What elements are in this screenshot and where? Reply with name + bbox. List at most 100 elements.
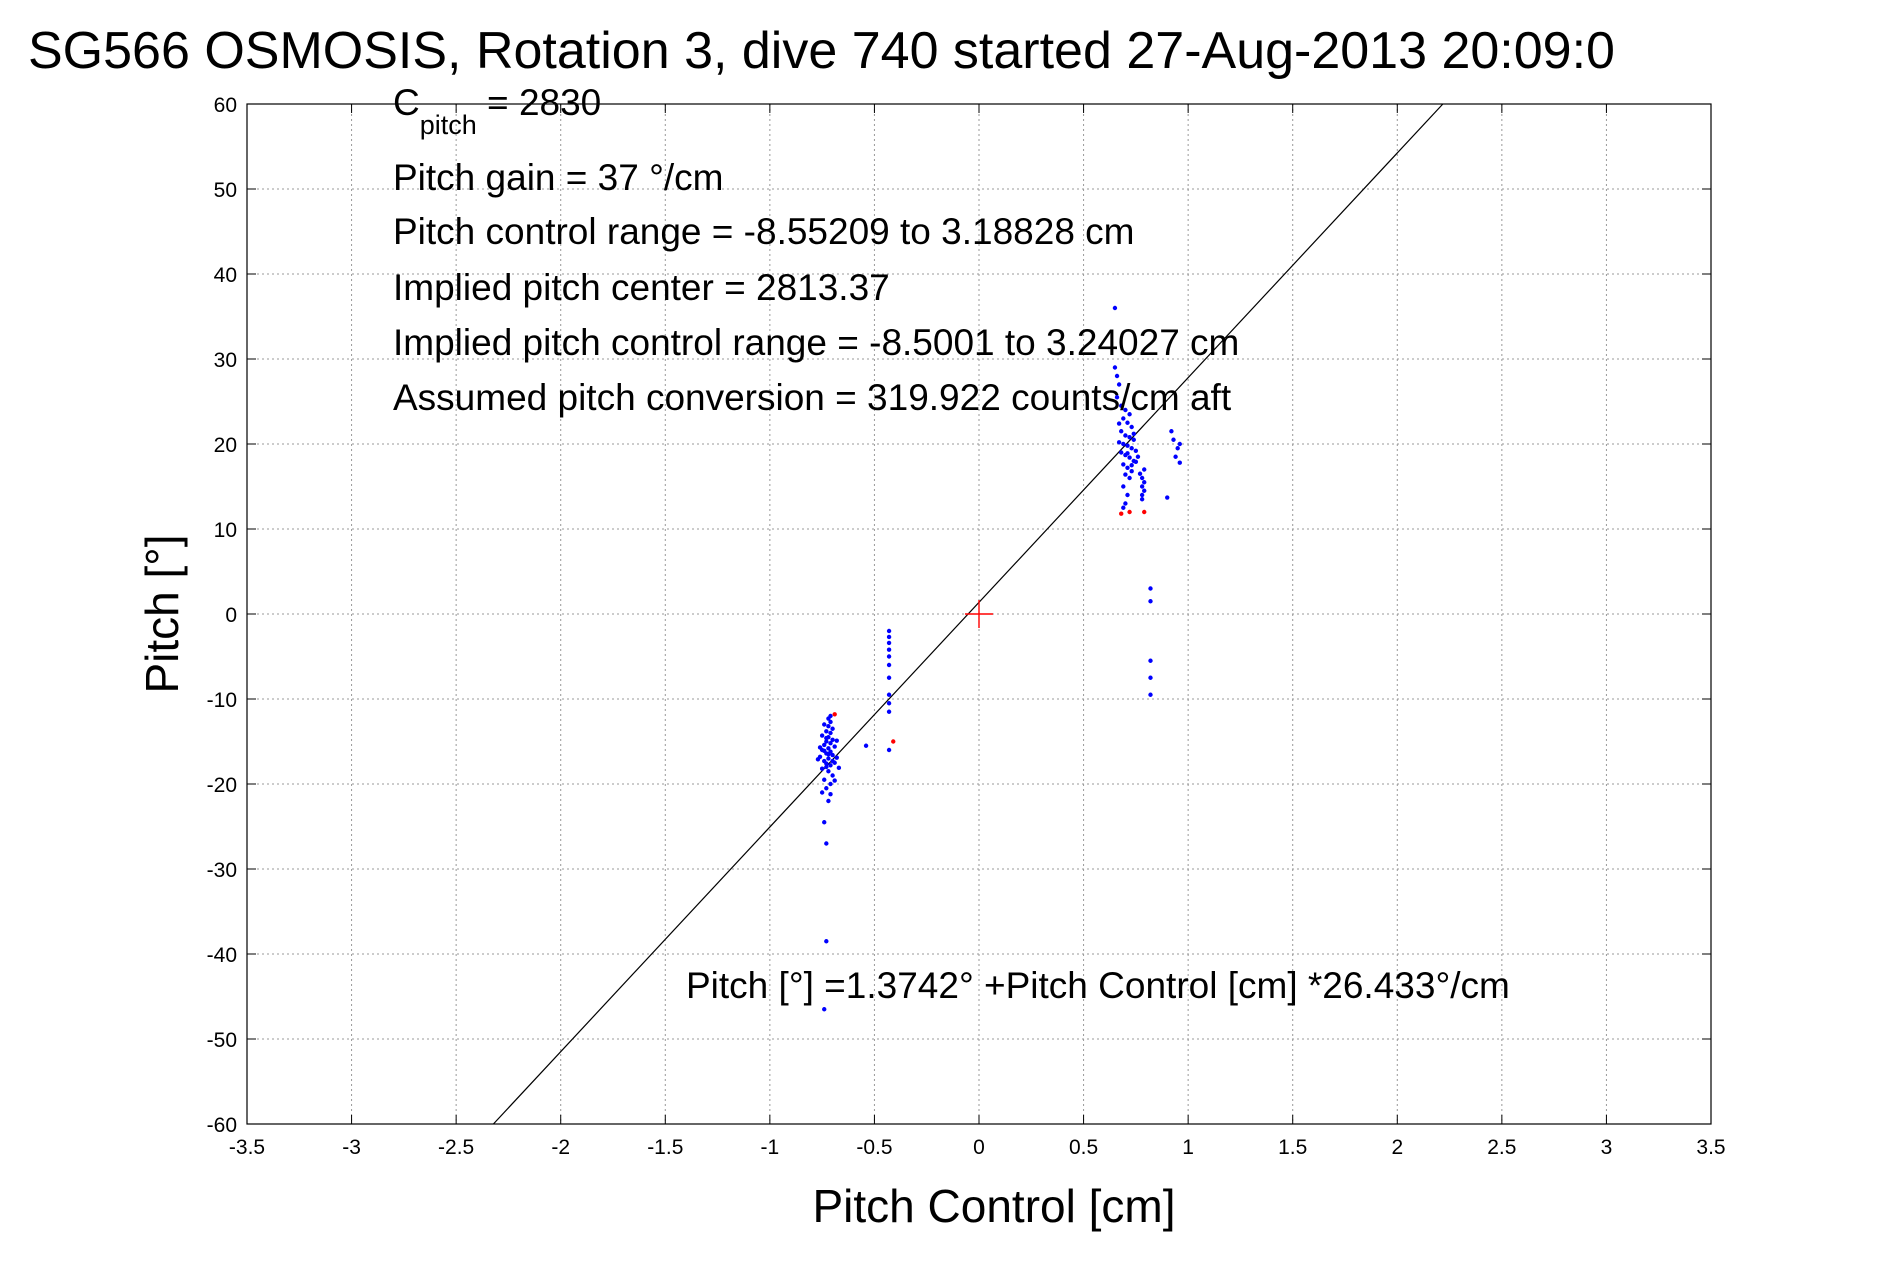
data-point — [1131, 437, 1136, 442]
data-point — [826, 769, 831, 774]
data-point — [828, 781, 833, 787]
data-point — [822, 777, 827, 782]
data-point — [1125, 465, 1130, 470]
data-point — [1123, 472, 1128, 477]
data-point — [830, 726, 835, 731]
data-point — [886, 692, 892, 697]
data-point — [817, 745, 823, 750]
y-tick-label: 10 — [214, 519, 237, 542]
data-point — [828, 719, 833, 725]
data-point — [1129, 463, 1134, 468]
data-point — [1125, 443, 1130, 448]
data-point — [1139, 492, 1145, 498]
x-tick-label: -1.5 — [647, 1136, 683, 1159]
data-point — [1116, 440, 1122, 445]
y-tick-label: -40 — [207, 944, 237, 967]
annotation-fit-equation: Pitch [°] =1.3742° +Pitch Control [cm] *… — [686, 965, 1510, 1006]
data-point — [1112, 305, 1118, 311]
x-tick-label: -0.5 — [856, 1136, 892, 1159]
data-point — [819, 790, 825, 795]
annotation-c-pitch: Cpitch = 2830 — [393, 82, 601, 140]
y-tick-label: 20 — [214, 434, 237, 457]
data-point — [1148, 599, 1153, 604]
data-point — [1148, 675, 1153, 680]
data-point — [1139, 484, 1145, 489]
data-point — [826, 746, 831, 751]
data-point — [832, 712, 837, 717]
data-point — [828, 730, 833, 736]
c-pitch-subscript: pitch — [420, 110, 477, 140]
data-point — [1175, 446, 1180, 451]
data-point — [1121, 484, 1126, 489]
y-axis-label: Pitch [°] — [136, 534, 188, 693]
data-point — [891, 739, 896, 744]
data-point — [834, 755, 839, 760]
data-point — [886, 647, 892, 652]
c-pitch-value: = 2830 — [477, 82, 601, 123]
data-point — [1121, 441, 1126, 447]
data-point — [822, 820, 827, 825]
data-point — [1171, 437, 1176, 442]
data-point — [832, 744, 837, 749]
x-tick-label: -2 — [551, 1136, 570, 1159]
data-point — [824, 739, 829, 744]
data-point — [819, 733, 825, 738]
data-point — [1119, 450, 1124, 455]
data-point — [828, 713, 833, 719]
data-point — [824, 786, 829, 791]
data-point — [1169, 429, 1174, 434]
data-point — [1125, 492, 1130, 498]
x-tick-label: 0.5 — [1069, 1136, 1098, 1159]
data-point — [824, 761, 829, 766]
data-point — [1148, 586, 1153, 591]
data-point — [830, 758, 835, 764]
data-point — [1116, 421, 1122, 426]
data-point — [824, 729, 829, 734]
data-point — [1129, 424, 1134, 430]
data-point — [822, 722, 827, 727]
data-point — [886, 675, 892, 680]
y-tick-label: -10 — [207, 689, 237, 712]
x-axis-ticks: -3.5 -3 -2.5 -2 -1.5 -1 -0.5 0 0.5 1 1.5 2 2.5 3 3.5 — [229, 104, 1726, 1159]
data-point — [826, 798, 831, 804]
data-point — [824, 735, 829, 741]
data-point — [1121, 416, 1126, 421]
data-point — [1114, 395, 1120, 400]
data-point — [1129, 446, 1134, 451]
x-tick-label: 3 — [1601, 1136, 1613, 1159]
data-point — [886, 662, 892, 668]
data-point — [1177, 441, 1182, 447]
x-tick-label: 2 — [1391, 1136, 1403, 1159]
data-point — [826, 756, 831, 761]
y-axis-ticks: 60 50 40 30 20 10 0 -10 -20 -30 -40 -50 -60 — [207, 94, 1711, 1137]
data-point — [1139, 497, 1145, 502]
data-point — [830, 737, 835, 742]
y-tick-label: -50 — [207, 1029, 237, 1052]
y-tick-label: 30 — [214, 349, 237, 372]
annotation-control-range: Pitch control range = -8.55209 to 3.1882… — [393, 211, 1135, 252]
data-point — [1148, 692, 1153, 697]
data-point — [1116, 382, 1122, 387]
y-tick-label: 0 — [225, 604, 237, 627]
data-point — [826, 724, 831, 729]
data-point — [886, 709, 892, 714]
y-tick-label: -20 — [207, 774, 237, 797]
x-tick-label: 0 — [973, 1136, 985, 1159]
data-point — [1137, 471, 1143, 476]
y-tick-label: 50 — [214, 179, 237, 202]
data-point — [824, 841, 829, 846]
x-tick-label: -3 — [342, 1136, 361, 1159]
data-point — [1112, 365, 1118, 370]
data-point — [1135, 454, 1141, 459]
x-tick-label: -3.5 — [229, 1136, 265, 1159]
data-point — [1127, 475, 1132, 481]
data-point — [1129, 469, 1134, 474]
y-tick-label: -30 — [207, 859, 237, 882]
data-point — [1119, 511, 1124, 516]
y-tick-label: -60 — [207, 1114, 237, 1137]
plot-area — [246, 103, 1712, 1125]
data-point — [815, 757, 821, 762]
data-point — [1119, 403, 1124, 408]
data-point — [1131, 431, 1136, 436]
